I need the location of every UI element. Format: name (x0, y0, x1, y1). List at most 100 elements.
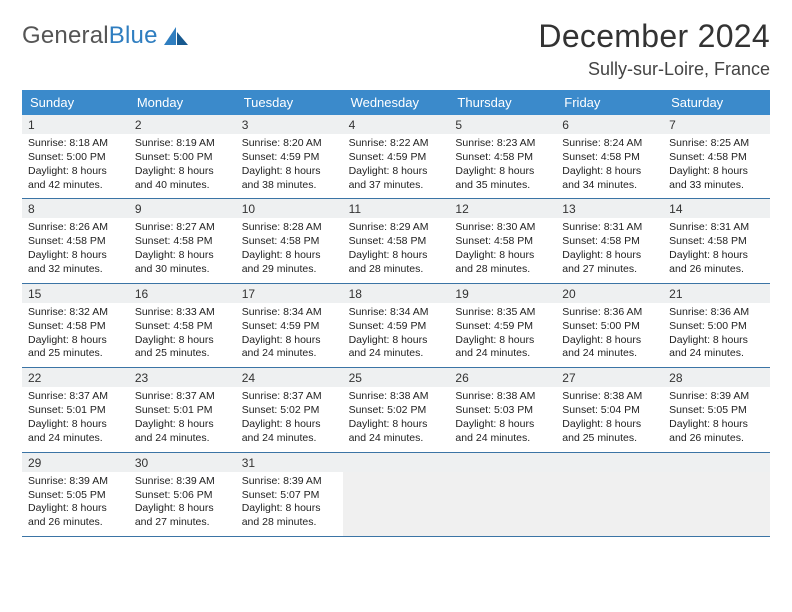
day-details: Sunrise: 8:31 AMSunset: 4:58 PMDaylight:… (663, 218, 770, 282)
calendar-cell (556, 453, 663, 536)
daylight-line: Daylight: 8 hours and 38 minutes. (242, 165, 337, 193)
calendar-cell: 24Sunrise: 8:37 AMSunset: 5:02 PMDayligh… (236, 368, 343, 451)
calendar-cell: 22Sunrise: 8:37 AMSunset: 5:01 PMDayligh… (22, 368, 129, 451)
day-details: Sunrise: 8:39 AMSunset: 5:05 PMDaylight:… (22, 472, 129, 536)
calendar-cell: 14Sunrise: 8:31 AMSunset: 4:58 PMDayligh… (663, 199, 770, 282)
day-number: 5 (449, 115, 556, 134)
calendar-cell: 17 Sunrise: 8:34 AMSunset: 4:59 PMDayligh… (236, 284, 343, 367)
sunrise-line: Sunrise: 8:24 AM (562, 137, 657, 151)
sunset-line: Sunset: 5:05 PM (28, 489, 123, 503)
sunrise-line: Sunrise: 8:39 AM (669, 390, 764, 404)
calendar-cell: 23Sunrise: 8:37 AMSunset: 5:01 PMDayligh… (129, 368, 236, 451)
day-number: 30 (129, 453, 236, 472)
sunset-line: Sunset: 4:59 PM (349, 151, 444, 165)
sunset-line: Sunset: 4:58 PM (562, 151, 657, 165)
daylight-line: Daylight: 8 hours and 25 minutes. (135, 334, 230, 362)
calendar-week: 22Sunrise: 8:37 AMSunset: 5:01 PMDayligh… (22, 368, 770, 452)
sunset-line: Sunset: 4:58 PM (455, 235, 550, 249)
sunset-line: Sunset: 5:02 PM (242, 404, 337, 418)
day-details: Sunrise: 8:20 AMSunset: 4:59 PMDaylight:… (236, 134, 343, 198)
sunset-line: Sunset: 4:58 PM (28, 235, 123, 249)
day-number: 17 (236, 284, 343, 303)
day-details: Sunrise: 8:28 AMSunset: 4:58 PMDaylight:… (236, 218, 343, 282)
calendar-cell: 5Sunrise: 8:23 AMSunset: 4:58 PMDaylight… (449, 115, 556, 198)
weekday-header: Saturday (663, 90, 770, 115)
day-number: 12 (449, 199, 556, 218)
sunset-line: Sunset: 4:58 PM (349, 235, 444, 249)
logo-text: GeneralBlue (22, 22, 158, 50)
day-details: Sunrise: 8:39 AMSunset: 5:06 PMDaylight:… (129, 472, 236, 536)
logo: GeneralBlue (22, 18, 190, 50)
daylight-line: Daylight: 8 hours and 24 minutes. (562, 334, 657, 362)
calendar-cell: 2Sunrise: 8:19 AMSunset: 5:00 PMDaylight… (129, 115, 236, 198)
sunset-line: Sunset: 5:07 PM (242, 489, 337, 503)
day-details: Sunrise: 8:32 AMSunset: 4:58 PMDaylight:… (22, 303, 129, 367)
daylight-line: Daylight: 8 hours and 42 minutes. (28, 165, 123, 193)
sunrise-line: Sunrise: 8:36 AM (669, 306, 764, 320)
sunset-line: Sunset: 5:01 PM (28, 404, 123, 418)
sunrise-line: Sunrise: 8:34 AM (242, 306, 337, 320)
daylight-line: Daylight: 8 hours and 24 minutes. (349, 418, 444, 446)
day-details: Sunrise: 8:30 AMSunset: 4:58 PMDaylight:… (449, 218, 556, 282)
day-number: 25 (343, 368, 450, 387)
calendar-cell: 21Sunrise: 8:36 AMSunset: 5:00 PMDayligh… (663, 284, 770, 367)
calendar-cell: 9Sunrise: 8:27 AMSunset: 4:58 PMDaylight… (129, 199, 236, 282)
day-number: 24 (236, 368, 343, 387)
calendar-cell: 6Sunrise: 8:24 AMSunset: 4:58 PMDaylight… (556, 115, 663, 198)
sunrise-line: Sunrise: 8:34 AM (349, 306, 444, 320)
weekday-header: Tuesday (236, 90, 343, 115)
daylight-line: Daylight: 8 hours and 32 minutes. (28, 249, 123, 277)
daylight-line: Daylight: 8 hours and 28 minutes. (349, 249, 444, 277)
sunset-line: Sunset: 4:58 PM (242, 235, 337, 249)
day-number: 8 (22, 199, 129, 218)
calendar-cell: 29Sunrise: 8:39 AMSunset: 5:05 PMDayligh… (22, 453, 129, 536)
calendar-cell: 3Sunrise: 8:20 AMSunset: 4:59 PMDaylight… (236, 115, 343, 198)
day-number: 10 (236, 199, 343, 218)
day-details: Sunrise: 8:37 AMSunset: 5:01 PMDaylight:… (129, 387, 236, 451)
day-details: Sunrise: 8:34 AMSunset: 4:59 PMDaylight:… (343, 303, 450, 367)
daylight-line: Daylight: 8 hours and 26 minutes. (669, 418, 764, 446)
weekday-header: Sunday (22, 90, 129, 115)
calendar-cell: 7Sunrise: 8:25 AMSunset: 4:58 PMDaylight… (663, 115, 770, 198)
day-number: 27 (556, 368, 663, 387)
daylight-line: Daylight: 8 hours and 26 minutes. (28, 502, 123, 530)
day-details: Sunrise: 8:19 AMSunset: 5:00 PMDaylight:… (129, 134, 236, 198)
daylight-line: Daylight: 8 hours and 25 minutes. (562, 418, 657, 446)
day-details: Sunrise: 8:36 AMSunset: 5:00 PMDaylight:… (556, 303, 663, 367)
daylight-line: Daylight: 8 hours and 24 minutes. (242, 334, 337, 362)
daylight-line: Daylight: 8 hours and 24 minutes. (135, 418, 230, 446)
sunset-line: Sunset: 5:00 PM (669, 320, 764, 334)
weekday-header: Monday (129, 90, 236, 115)
day-number: 16 (129, 284, 236, 303)
sunset-line: Sunset: 4:58 PM (135, 235, 230, 249)
sunrise-line: Sunrise: 8:38 AM (562, 390, 657, 404)
sunrise-line: Sunrise: 8:18 AM (28, 137, 123, 151)
logo-word2: Blue (109, 22, 158, 49)
daylight-line: Daylight: 8 hours and 28 minutes. (242, 502, 337, 530)
day-details: Sunrise: 8:26 AMSunset: 4:58 PMDaylight:… (22, 218, 129, 282)
page-header: GeneralBlue December 2024 Sully-sur-Loir… (22, 18, 770, 80)
sunrise-line: Sunrise: 8:37 AM (28, 390, 123, 404)
daylight-line: Daylight: 8 hours and 28 minutes. (455, 249, 550, 277)
sunrise-line: Sunrise: 8:33 AM (135, 306, 230, 320)
sunrise-line: Sunrise: 8:20 AM (242, 137, 337, 151)
sunset-line: Sunset: 5:00 PM (562, 320, 657, 334)
day-details: Sunrise: 8:38 AMSunset: 5:03 PMDaylight:… (449, 387, 556, 451)
day-details: Sunrise: 8:39 AMSunset: 5:05 PMDaylight:… (663, 387, 770, 451)
calendar-body: 1Sunrise: 8:18 AMSunset: 5:00 PMDaylight… (22, 115, 770, 537)
sunset-line: Sunset: 4:59 PM (242, 320, 337, 334)
day-number: 14 (663, 199, 770, 218)
sunrise-line: Sunrise: 8:26 AM (28, 221, 123, 235)
daylight-line: Daylight: 8 hours and 24 minutes. (669, 334, 764, 362)
day-details: Sunrise: 8:25 AMSunset: 4:58 PMDaylight:… (663, 134, 770, 198)
calendar-cell: 31Sunrise: 8:39 AMSunset: 5:07 PMDayligh… (236, 453, 343, 536)
daylight-line: Daylight: 8 hours and 40 minutes. (135, 165, 230, 193)
daylight-line: Daylight: 8 hours and 24 minutes. (455, 334, 550, 362)
day-details: Sunrise: 8:31 AMSunset: 4:58 PMDaylight:… (556, 218, 663, 282)
day-number: 19 (449, 284, 556, 303)
sunset-line: Sunset: 5:00 PM (135, 151, 230, 165)
daylight-line: Daylight: 8 hours and 24 minutes. (455, 418, 550, 446)
daylight-line: Daylight: 8 hours and 30 minutes. (135, 249, 230, 277)
sunset-line: Sunset: 4:58 PM (135, 320, 230, 334)
day-details: Sunrise: 8:39 AMSunset: 5:07 PMDaylight:… (236, 472, 343, 536)
